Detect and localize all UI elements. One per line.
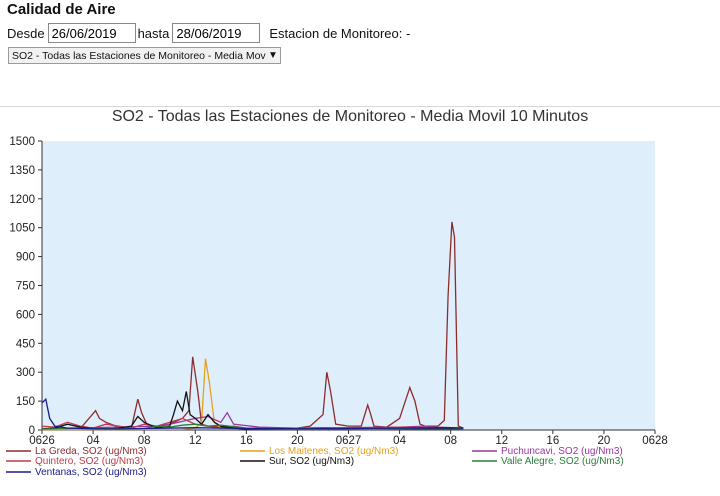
date-filter-bar: Desde hasta Estacion de Monitoreo: - bbox=[7, 23, 410, 43]
x-tick-label: 04 bbox=[87, 435, 100, 447]
x-tick-label: 20 bbox=[291, 435, 304, 447]
series-line bbox=[41, 221, 464, 430]
hasta-input[interactable] bbox=[172, 23, 261, 43]
legend-entry: Quintero, SO2 (ug/Nm3) bbox=[35, 456, 143, 467]
series-line bbox=[41, 397, 464, 430]
legend-entry: Puchuncavi, SO2 (ug/Nm3) bbox=[501, 446, 623, 457]
y-tick-label: 1050 bbox=[9, 223, 35, 235]
legend-entry: Los Maitenes, SO2 (ug/Nm3) bbox=[269, 446, 399, 457]
x-tick-label: 16 bbox=[240, 435, 253, 447]
y-tick-label: 450 bbox=[16, 338, 35, 350]
legend-entry: Ventanas, SO2 (ug/Nm3) bbox=[35, 467, 147, 478]
y-tick-label: 150 bbox=[16, 396, 35, 408]
y-tick-label: 1500 bbox=[9, 136, 35, 148]
y-tick-label: 1350 bbox=[9, 165, 35, 177]
x-tick-label: 0628 bbox=[642, 435, 668, 447]
station-label: Estacion de Monitoreo: - bbox=[269, 25, 411, 41]
y-tick-label: 600 bbox=[16, 309, 35, 321]
app-title: Calidad de Aire bbox=[7, 1, 116, 18]
desde-input[interactable] bbox=[47, 23, 136, 43]
hasta-label: hasta bbox=[137, 25, 170, 41]
x-tick-label: 04 bbox=[393, 435, 406, 447]
chevron-down-icon: ▼ bbox=[268, 50, 278, 61]
series-select[interactable]: SO2 - Todas las Estaciones de Monitoreo … bbox=[8, 47, 281, 64]
x-tick-label: 08 bbox=[138, 435, 151, 447]
x-tick-label: 08 bbox=[444, 435, 457, 447]
y-tick-label: 0 bbox=[29, 425, 35, 437]
legend-entry: Sur, SO2 (ug/Nm3) bbox=[269, 456, 354, 467]
y-tick-label: 1200 bbox=[9, 194, 35, 206]
y-tick-label: 900 bbox=[16, 252, 35, 264]
x-tick-label: 0626 bbox=[29, 435, 55, 447]
series-select-value: SO2 - Todas las Estaciones de Monitoreo … bbox=[12, 49, 266, 62]
x-tick-label: 12 bbox=[189, 435, 202, 447]
x-tick-label: 0627 bbox=[336, 435, 362, 447]
x-tick-label: 16 bbox=[546, 435, 559, 447]
series-line bbox=[41, 411, 464, 430]
y-tick-label: 750 bbox=[16, 281, 35, 293]
chart-title: SO2 - Todas las Estaciones de Monitoreo … bbox=[111, 108, 589, 125]
x-tick-label: 12 bbox=[495, 435, 508, 447]
legend-entry: La Greda, SO2 (ug/Nm3) bbox=[35, 446, 147, 457]
y-tick-label: 300 bbox=[16, 367, 35, 379]
legend-entry: Valle Alegre, SO2 (ug/Nm3) bbox=[501, 456, 624, 467]
x-tick-label: 20 bbox=[598, 435, 611, 447]
plot-area bbox=[42, 141, 655, 430]
desde-label: Desde bbox=[7, 25, 45, 41]
chart-panel bbox=[0, 106, 720, 496]
